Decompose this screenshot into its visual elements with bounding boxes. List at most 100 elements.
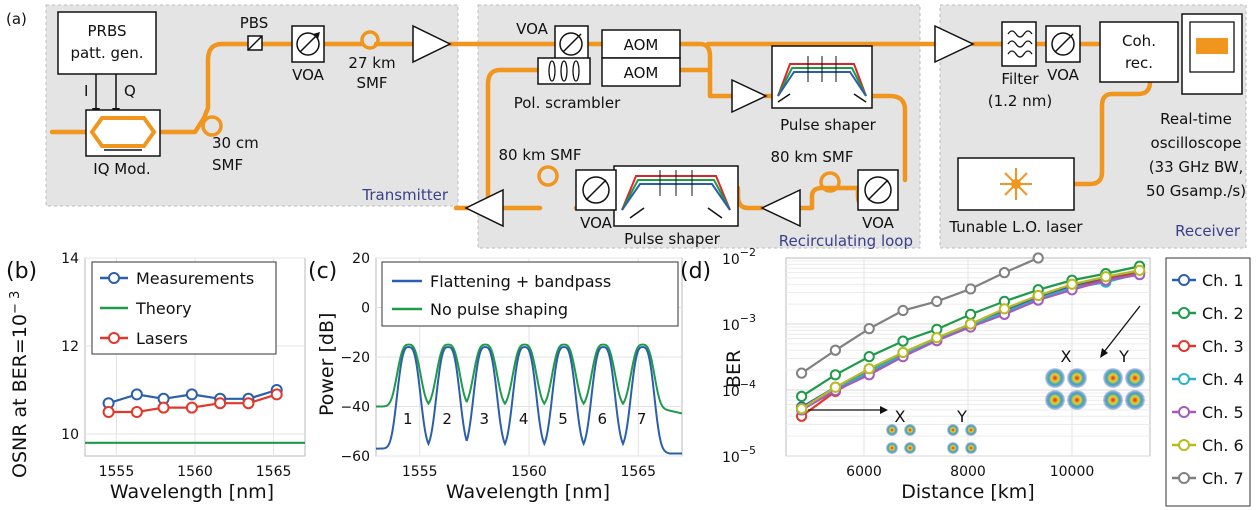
chart-c-channel-label: 3 bbox=[480, 410, 490, 428]
chart-d-point bbox=[863, 363, 875, 375]
chart-d-point bbox=[998, 267, 1011, 279]
chart-d-point bbox=[1032, 289, 1044, 302]
receiver-label: Receiver bbox=[1175, 222, 1241, 240]
chart-b-xlabel: Wavelength [nm] bbox=[110, 481, 274, 503]
chart-b-point bbox=[242, 397, 255, 410]
chart-d-point bbox=[1032, 252, 1044, 264]
chart-d-point bbox=[1134, 264, 1146, 276]
voa-loop-left bbox=[575, 169, 617, 211]
chart-d-ytick: 10−5 bbox=[722, 444, 756, 466]
constellation-cluster bbox=[1067, 390, 1087, 410]
transmitter-label: Transmitter bbox=[361, 186, 448, 204]
voa-rx bbox=[1045, 25, 1081, 63]
pbs-label: PBS bbox=[240, 14, 269, 32]
aom-top bbox=[601, 29, 681, 59]
chart-d-legend-label: Ch. 1 bbox=[1202, 271, 1244, 290]
voa-loop-right bbox=[857, 169, 899, 211]
fiber-coil-27km bbox=[360, 30, 380, 50]
chart-d-point bbox=[829, 381, 842, 393]
constellation-cluster bbox=[1103, 368, 1123, 388]
chart-d-point bbox=[965, 308, 977, 320]
constellation-cluster bbox=[904, 424, 916, 436]
const-lo-x-label: X bbox=[895, 407, 906, 426]
coh-label-2: rec. bbox=[1125, 54, 1153, 72]
aom-bottom-label: AOM bbox=[624, 64, 659, 82]
const-lo-y-label: Y bbox=[956, 407, 967, 426]
fiber-coil-30cm bbox=[201, 115, 223, 137]
pulse-shaper-2 bbox=[613, 165, 739, 227]
amplifier-tx bbox=[412, 24, 452, 64]
chart-b-ylabel-main: OSNR at BER=10 bbox=[9, 314, 31, 478]
chart-c-channel-label: 2 bbox=[442, 410, 452, 428]
chart-b-ytick: 12 bbox=[61, 339, 79, 355]
chart-c-xtick: 1555 bbox=[402, 464, 438, 480]
chart-c-line-1 bbox=[375, 343, 683, 415]
chart-b-legend-lasers: Lasers bbox=[136, 329, 188, 348]
chart-d-ytick-exp: −2 bbox=[740, 246, 756, 259]
chart-c-channel-label: 6 bbox=[598, 410, 608, 428]
smf27-label-1: 27 km bbox=[348, 54, 395, 72]
chart-d-legend-label: Ch. 4 bbox=[1202, 370, 1244, 389]
chart-d-point bbox=[931, 332, 943, 344]
chart-b-legend-theory: Theory bbox=[135, 299, 192, 318]
amplifier-loop-3 bbox=[464, 188, 504, 228]
chart-d-legend: Ch. 1 Ch. 2 Ch. 3 Ch. 4 Ch. 5 Ch. 6 Ch. 7 bbox=[1165, 257, 1251, 507]
chart-d-legend-marker bbox=[1178, 439, 1190, 451]
pulse-shaper-1-label: Pulse shaper bbox=[780, 116, 877, 134]
chart-b-legend: Measurements Theory Lasers bbox=[91, 261, 277, 355]
voa-tx-label: VOA bbox=[292, 66, 325, 84]
aom-top-label: AOM bbox=[624, 36, 659, 54]
chart-c-ylabel: Power [dB] bbox=[316, 313, 338, 416]
scope-label-2: oscilloscope bbox=[1151, 134, 1242, 152]
chart-d-legend-marker bbox=[1178, 274, 1190, 286]
chart-c-channel-label: 5 bbox=[558, 410, 568, 428]
pulse-shaper-2-label: Pulse shaper bbox=[624, 230, 721, 248]
chart-b-xtick: 1560 bbox=[177, 464, 213, 480]
chart-d-point bbox=[897, 346, 909, 359]
chart-b-point bbox=[214, 397, 227, 410]
chart-b: (b) 1555 1560 1565 10 12 14 Wavelength [nm] O… bbox=[6, 251, 306, 503]
voa-loop-right-label: VOA bbox=[862, 214, 895, 232]
chart-b-xtick: 1565 bbox=[256, 464, 292, 480]
chart-b-point bbox=[157, 401, 170, 414]
chart-c-ytick: −40 bbox=[340, 400, 370, 416]
chart-d-line-6 bbox=[800, 256, 1039, 375]
scope-label-4: 50 Gsamp./s) bbox=[1146, 182, 1246, 200]
chart-d-point bbox=[897, 335, 909, 347]
voa-loop-top bbox=[554, 25, 589, 63]
chart-d-legend-label: Ch. 2 bbox=[1202, 304, 1244, 323]
constellation-cluster bbox=[904, 442, 916, 454]
iq-mod-label: IQ Mod. bbox=[93, 160, 150, 178]
chart-d-point bbox=[796, 390, 808, 402]
chart-b-legend-measurements: Measurements bbox=[136, 269, 254, 288]
smf80-label-2: 80 km SMF bbox=[498, 146, 581, 164]
panel-b-label: (b) bbox=[6, 259, 37, 284]
chart-d-point bbox=[829, 344, 842, 356]
constellation-cluster bbox=[1125, 390, 1145, 410]
amplifier-loop-2 bbox=[760, 188, 801, 228]
chart-c-channel-label: 7 bbox=[637, 410, 647, 428]
loop-label: Recirculating loop bbox=[779, 232, 913, 250]
scope-label-3: (33 GHz BW, bbox=[1149, 158, 1244, 176]
chart-d-point bbox=[863, 351, 875, 363]
chart-b-point bbox=[185, 401, 198, 414]
lo-laser-icon bbox=[957, 157, 1075, 211]
constellation-cluster bbox=[1103, 390, 1123, 410]
fiber-coil-80km-1 bbox=[819, 171, 841, 193]
chart-d-legend-label: Ch. 5 bbox=[1202, 403, 1244, 422]
constellation-cluster bbox=[886, 424, 898, 436]
chart-c-channel-label: 1 bbox=[403, 410, 413, 428]
chart-c-ytick: 0 bbox=[361, 301, 370, 317]
chart-d-ytick: 10−3 bbox=[722, 312, 756, 334]
constellation-cluster bbox=[1067, 368, 1087, 388]
panel-a-label: (a) bbox=[6, 10, 27, 28]
voa-loop-left-label: VOA bbox=[580, 214, 613, 232]
chart-c: (c) 1555 1560 1565 −60 −40 −20 0 20 1 2 3 4 5 6 7 Wav… bbox=[308, 251, 683, 503]
chart-d-xtick: 10000 bbox=[1050, 464, 1095, 480]
chart-c-xtick: 1565 bbox=[620, 464, 656, 480]
chart-d-point bbox=[931, 295, 943, 308]
constellation-cluster bbox=[947, 442, 959, 454]
filter-label-1: Filter bbox=[1001, 70, 1039, 88]
